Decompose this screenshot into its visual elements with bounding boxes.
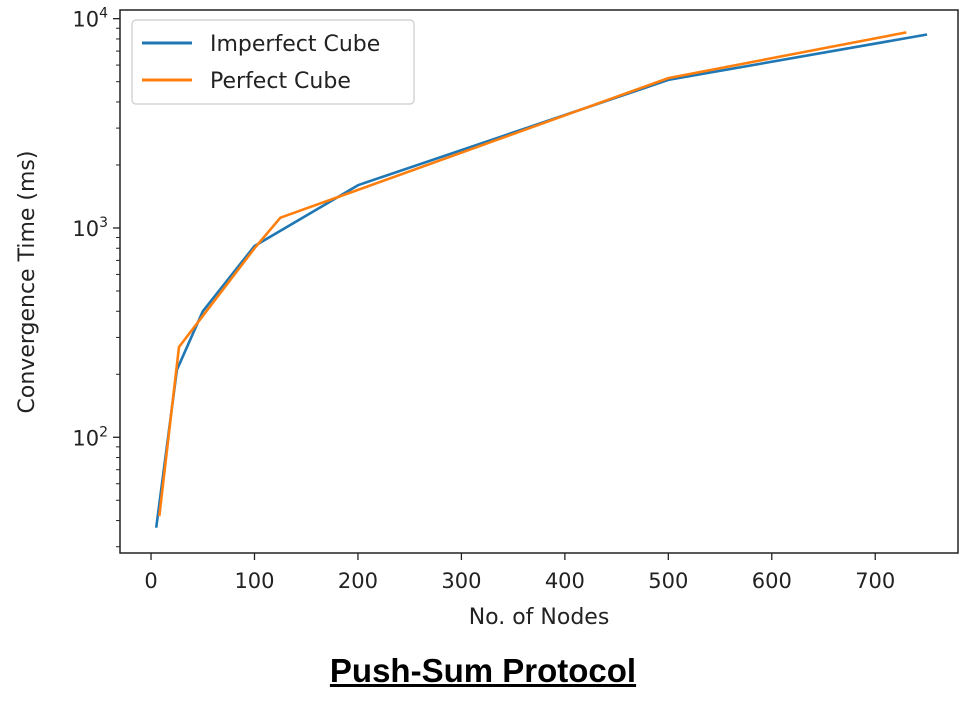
legend: Imperfect Cube Perfect Cube <box>131 19 415 105</box>
chart-caption: Push-Sum Protocol <box>329 652 637 689</box>
x-tick-label: 400 <box>545 569 585 593</box>
plot-area <box>154 31 928 528</box>
x-tick-label: 200 <box>338 569 378 593</box>
x-tick-label: 100 <box>234 569 274 593</box>
legend-box <box>131 19 415 105</box>
legend-label-imperfect-cube: Imperfect Cube <box>210 32 380 57</box>
x-axis-label: No. of Nodes <box>469 605 610 630</box>
x-tick-label: 0 <box>144 569 157 593</box>
series-line-perfect-cube <box>158 31 907 517</box>
y-axis-label: Convergence Time (ms) <box>15 151 40 414</box>
y-tick-label: 103 <box>72 215 108 241</box>
plot-frame <box>119 9 959 554</box>
y-tick-label: 104 <box>72 6 108 32</box>
axes: 0 100 200 300 400 500 600 700 102 103 104 <box>72 6 895 593</box>
series-line-imperfect-cube <box>154 33 928 528</box>
x-tick-label: 700 <box>855 569 895 593</box>
x-tick-label: 600 <box>752 569 792 593</box>
y-tick-label: 102 <box>72 424 108 450</box>
x-tick-label: 300 <box>441 569 481 593</box>
x-tick-label: 500 <box>648 569 688 593</box>
legend-label-perfect-cube: Perfect Cube <box>210 69 351 94</box>
